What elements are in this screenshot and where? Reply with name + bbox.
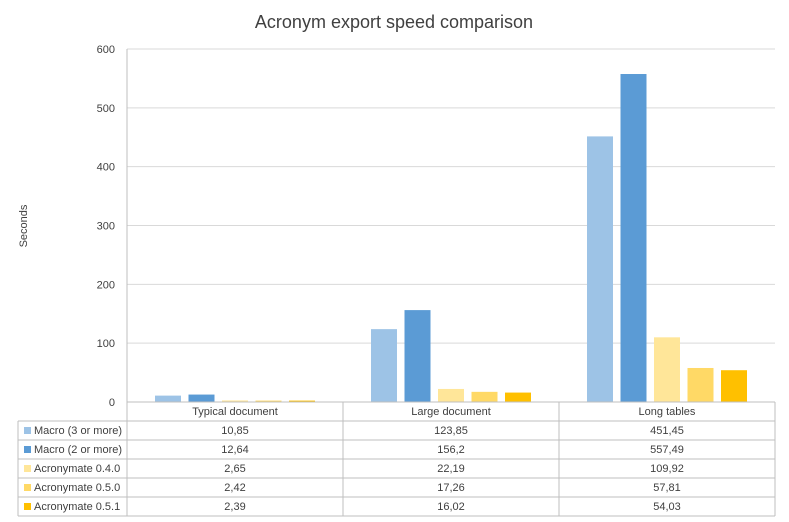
data-label: 10,85 [221, 425, 249, 437]
data-label: 557,49 [650, 444, 684, 456]
data-label: 123,85 [434, 425, 468, 437]
y-tick-label: 300 [97, 221, 115, 233]
y-axis-label: Seconds [18, 204, 30, 247]
bar [222, 400, 248, 402]
bar [404, 310, 431, 402]
data-label: 451,45 [650, 425, 684, 437]
y-tick-label: 200 [97, 279, 115, 291]
bar [471, 391, 498, 402]
data-label: 57,81 [653, 482, 681, 494]
bar [620, 74, 647, 403]
y-tick-label: 400 [97, 162, 115, 174]
legend-swatch [24, 503, 31, 510]
x-category-label: Typical document [192, 406, 278, 418]
bar [505, 392, 531, 402]
y-tick-label: 100 [97, 338, 115, 350]
bar [687, 367, 714, 402]
legend-entry: Acronymate 0.4.0 [34, 463, 120, 475]
bar [587, 136, 613, 402]
legend-entry: Macro (2 or more) [34, 444, 122, 456]
legend-entry: Acronymate 0.5.0 [34, 482, 120, 494]
y-tick-label: 0 [109, 397, 115, 409]
bar [371, 329, 397, 402]
data-label: 2,65 [224, 463, 245, 475]
data-label: 2,42 [224, 482, 245, 494]
gridlines [127, 48, 775, 344]
legend-entry: Macro (3 or more) [34, 425, 122, 437]
y-tick-label: 600 [97, 44, 115, 56]
x-category-label: Large document [411, 406, 491, 418]
bar [255, 400, 282, 402]
legend-swatch [24, 446, 31, 453]
bars [155, 74, 747, 403]
data-label: 17,26 [437, 482, 465, 494]
data-table: Typical document Large document Long table… [17, 401, 776, 517]
data-label: 109,92 [650, 463, 684, 475]
x-category-label: Long tables [639, 406, 696, 418]
data-label: 156,2 [437, 444, 465, 456]
axes: 0 100 200 300 400 500 600 [97, 44, 128, 409]
data-label: 16,02 [437, 501, 465, 513]
data-label: 2,39 [224, 501, 245, 513]
bar [188, 394, 215, 402]
data-label: 12,64 [221, 444, 249, 456]
data-label: 54,03 [653, 501, 681, 513]
legend-swatch [24, 465, 31, 472]
bar [289, 400, 315, 402]
chart-title: Acronym export speed comparison [255, 12, 533, 32]
bar [721, 370, 747, 402]
bar [155, 395, 181, 402]
legend-entry: Acronymate 0.5.1 [34, 501, 120, 513]
bar [438, 388, 464, 402]
data-label: 22,19 [437, 463, 465, 475]
legend-swatch [24, 427, 31, 434]
bar [654, 337, 680, 402]
y-tick-label: 500 [97, 103, 115, 115]
legend-swatch [24, 484, 31, 491]
